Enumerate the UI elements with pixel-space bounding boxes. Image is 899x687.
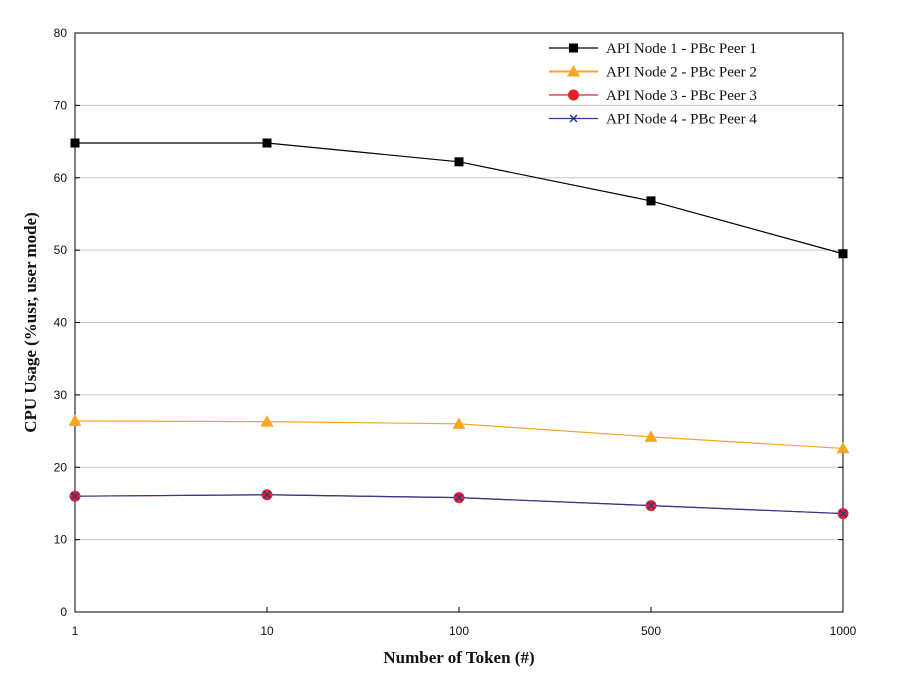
series-1-point-1000 xyxy=(838,249,848,259)
y-tick-label-20: 20 xyxy=(54,460,68,474)
y-tick-label-50: 50 xyxy=(54,243,68,257)
series-2-point-1 xyxy=(68,414,82,426)
y-axis-title: CPU Usage (%usr, user mode) xyxy=(21,212,40,433)
y-tick-label-70: 70 xyxy=(54,98,68,112)
legend-marker-4-stroke-b xyxy=(569,114,578,123)
plot-area-frame xyxy=(74,32,844,613)
series-4-point-500-stroke-b xyxy=(646,501,656,510)
series-4-point-100-stroke-b xyxy=(454,493,464,502)
legend-marker-2 xyxy=(567,65,580,77)
series-lines xyxy=(74,142,844,515)
series-2-point-1000 xyxy=(836,441,850,454)
y-tick-label-30: 30 xyxy=(54,388,68,402)
series-4-point-100 xyxy=(454,493,464,502)
series-4-point-500 xyxy=(646,501,656,510)
series-1-point-1 xyxy=(70,138,80,148)
x-tick-label-1: 1 xyxy=(72,624,79,638)
legend-label-2: API Node 2 - PBc Peer 2 xyxy=(606,65,757,81)
series-4-point-1-stroke-b xyxy=(70,492,80,501)
x-tick-label-1000: 1000 xyxy=(830,624,857,638)
x-tick-label-100: 100 xyxy=(449,624,469,638)
series-2-point-500 xyxy=(644,430,658,442)
x-tick-label-10: 10 xyxy=(260,624,274,638)
y-tick-label-80: 80 xyxy=(54,26,68,40)
series-4-point-1000 xyxy=(838,509,848,518)
y-tick-label-40: 40 xyxy=(54,316,68,330)
series-4-point-10 xyxy=(262,490,272,499)
legend-label-3: API Node 3 - PBc Peer 3 xyxy=(606,88,757,104)
y-tick-label-0: 0 xyxy=(60,605,67,619)
legend: API Node 1 - PBc Peer 1 API Node 2 - PBc … xyxy=(549,41,757,128)
series-1-point-500 xyxy=(646,196,656,206)
grid-lines xyxy=(75,104,843,541)
series-2-point-100 xyxy=(452,417,466,429)
y-tick-label-60: 60 xyxy=(54,171,68,185)
series-markers xyxy=(68,138,850,520)
series-2-point-10 xyxy=(260,415,274,427)
legend-marker-3 xyxy=(568,89,579,101)
series-4-point-10-stroke-b xyxy=(262,490,272,499)
y-axis-ticks: 0 10 20 30 40 50 60 70 80 xyxy=(54,26,843,619)
x-axis-title: Number of Token (#) xyxy=(383,648,534,667)
series-4-point-1 xyxy=(70,492,80,501)
legend-label-1: API Node 1 - PBc Peer 1 xyxy=(606,41,757,57)
legend-marker-1 xyxy=(569,43,578,53)
series-1-point-10 xyxy=(262,138,272,148)
legend-marker-4 xyxy=(569,114,578,123)
y-tick-label-10: 10 xyxy=(54,533,68,547)
x-tick-label-500: 500 xyxy=(641,624,661,638)
series-4-point-1000-stroke-b xyxy=(838,509,848,518)
legend-label-4: API Node 4 - PBc Peer 4 xyxy=(606,112,757,128)
series-1-point-100 xyxy=(454,157,464,167)
